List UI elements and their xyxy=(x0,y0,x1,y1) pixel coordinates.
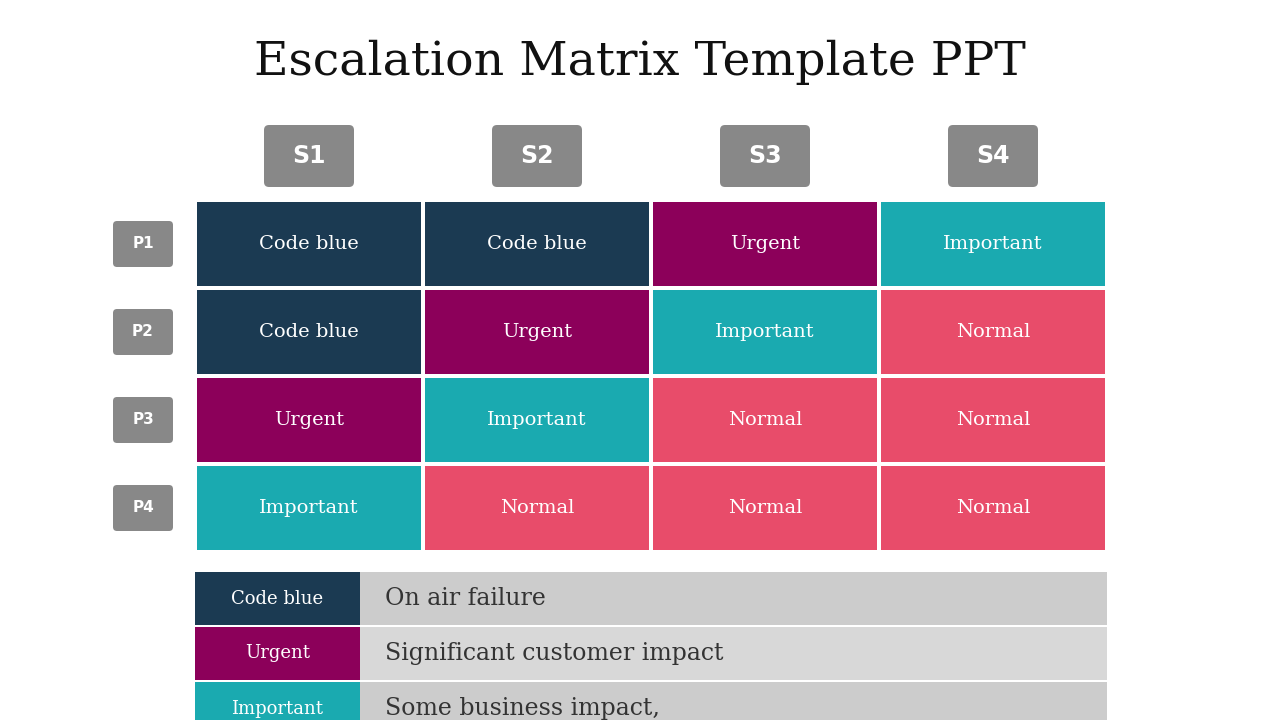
FancyBboxPatch shape xyxy=(113,309,173,355)
Bar xyxy=(425,290,649,374)
Text: S2: S2 xyxy=(520,144,554,168)
Text: Important: Important xyxy=(716,323,815,341)
FancyBboxPatch shape xyxy=(492,125,582,187)
Text: Some business impact,: Some business impact, xyxy=(385,697,660,720)
Bar xyxy=(197,290,421,374)
Text: Normal: Normal xyxy=(956,323,1030,341)
Bar xyxy=(881,202,1105,286)
Bar xyxy=(653,378,877,462)
Text: P4: P4 xyxy=(132,500,154,516)
Text: Code blue: Code blue xyxy=(259,235,358,253)
Bar xyxy=(195,572,360,625)
Bar xyxy=(881,378,1105,462)
Text: S1: S1 xyxy=(292,144,325,168)
Text: Important: Important xyxy=(232,700,324,718)
Text: P3: P3 xyxy=(132,413,154,428)
Text: Code blue: Code blue xyxy=(232,590,324,608)
Text: Normal: Normal xyxy=(956,411,1030,429)
Bar xyxy=(195,627,1107,680)
FancyBboxPatch shape xyxy=(113,485,173,531)
Text: Urgent: Urgent xyxy=(274,411,344,429)
Text: Normal: Normal xyxy=(728,499,803,517)
Text: Normal: Normal xyxy=(728,411,803,429)
Text: Important: Important xyxy=(488,411,586,429)
Bar xyxy=(653,466,877,550)
Bar xyxy=(197,378,421,462)
Bar xyxy=(653,202,877,286)
Text: Escalation Matrix Template PPT: Escalation Matrix Template PPT xyxy=(253,40,1027,85)
Bar xyxy=(195,682,360,720)
Text: Code blue: Code blue xyxy=(259,323,358,341)
Text: P1: P1 xyxy=(132,236,154,251)
Text: Urgent: Urgent xyxy=(244,644,310,662)
Bar xyxy=(881,466,1105,550)
Text: Urgent: Urgent xyxy=(730,235,800,253)
Text: Important: Important xyxy=(943,235,1043,253)
Bar xyxy=(425,378,649,462)
Bar xyxy=(197,466,421,550)
Bar xyxy=(195,627,360,680)
Bar xyxy=(195,572,1107,625)
Text: S3: S3 xyxy=(749,144,782,168)
Bar xyxy=(425,466,649,550)
FancyBboxPatch shape xyxy=(113,221,173,267)
FancyBboxPatch shape xyxy=(948,125,1038,187)
Bar xyxy=(881,290,1105,374)
Text: Significant customer impact: Significant customer impact xyxy=(385,642,723,665)
FancyBboxPatch shape xyxy=(719,125,810,187)
Bar xyxy=(653,290,877,374)
FancyBboxPatch shape xyxy=(113,397,173,443)
Text: Normal: Normal xyxy=(499,499,575,517)
Text: Code blue: Code blue xyxy=(488,235,586,253)
Text: S4: S4 xyxy=(977,144,1010,168)
Bar xyxy=(195,682,1107,720)
FancyBboxPatch shape xyxy=(264,125,355,187)
Text: Urgent: Urgent xyxy=(502,323,572,341)
Text: Important: Important xyxy=(259,499,358,517)
Text: On air failure: On air failure xyxy=(385,587,545,610)
Text: Normal: Normal xyxy=(956,499,1030,517)
Text: P2: P2 xyxy=(132,325,154,340)
Bar xyxy=(425,202,649,286)
Bar xyxy=(197,202,421,286)
